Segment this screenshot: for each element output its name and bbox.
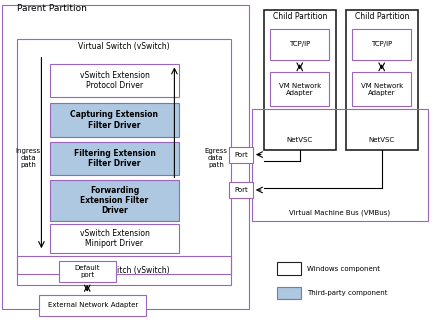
Text: vSwitch Extension
Miniport Driver: vSwitch Extension Miniport Driver <box>79 229 150 248</box>
Text: Parent Partition: Parent Partition <box>17 4 87 13</box>
Bar <box>252 109 428 221</box>
Text: Egress
data
path: Egress data path <box>204 148 227 168</box>
Text: VM Network
Adapter: VM Network Adapter <box>361 83 403 96</box>
Text: Third-party component: Third-party component <box>307 290 388 296</box>
Bar <box>50 103 179 137</box>
Bar <box>50 224 179 253</box>
Text: Virtual Switch (vSwitch): Virtual Switch (vSwitch) <box>78 42 170 51</box>
Bar <box>270 29 329 60</box>
Bar <box>352 72 411 106</box>
Bar <box>229 147 253 163</box>
Bar <box>229 182 253 198</box>
Text: VM Network
Adapter: VM Network Adapter <box>279 83 321 96</box>
Bar <box>59 261 116 282</box>
Bar <box>50 180 179 221</box>
Text: Capturing Extension
Filter Driver: Capturing Extension Filter Driver <box>71 110 158 130</box>
Text: TCP/IP: TCP/IP <box>289 41 310 47</box>
Text: vSwitch Extension
Protocol Driver: vSwitch Extension Protocol Driver <box>79 71 150 90</box>
Bar <box>17 39 231 274</box>
Text: Virtual Switch (vSwitch): Virtual Switch (vSwitch) <box>78 266 170 275</box>
Bar <box>2 5 249 309</box>
Text: Port: Port <box>234 152 248 157</box>
Bar <box>277 262 301 275</box>
Text: Forwarding
Extension Filter
Driver: Forwarding Extension Filter Driver <box>80 185 149 215</box>
Text: Windows component: Windows component <box>307 266 380 272</box>
Bar <box>39 295 146 316</box>
Text: Default
port: Default port <box>75 265 100 278</box>
Bar <box>50 142 179 175</box>
Bar <box>50 64 179 97</box>
Text: Port: Port <box>234 187 248 193</box>
Bar <box>270 72 329 106</box>
Bar <box>277 287 301 299</box>
Text: Child Partition: Child Partition <box>354 12 409 21</box>
Text: NetVSC: NetVSC <box>287 137 313 143</box>
Bar <box>346 10 418 150</box>
Bar <box>352 29 411 60</box>
Bar <box>17 256 231 285</box>
Text: External Network Adapter: External Network Adapter <box>48 302 138 308</box>
Text: Ingress
data
path: Ingress data path <box>16 148 41 168</box>
Text: Filtering Extension
Filter Driver: Filtering Extension Filter Driver <box>74 149 155 168</box>
Bar <box>264 10 336 150</box>
Text: NetVSC: NetVSC <box>369 137 395 143</box>
Text: Child Partition: Child Partition <box>272 12 327 21</box>
Text: TCP/IP: TCP/IP <box>371 41 392 47</box>
Text: Virtual Machine Bus (VMBus): Virtual Machine Bus (VMBus) <box>290 209 390 216</box>
